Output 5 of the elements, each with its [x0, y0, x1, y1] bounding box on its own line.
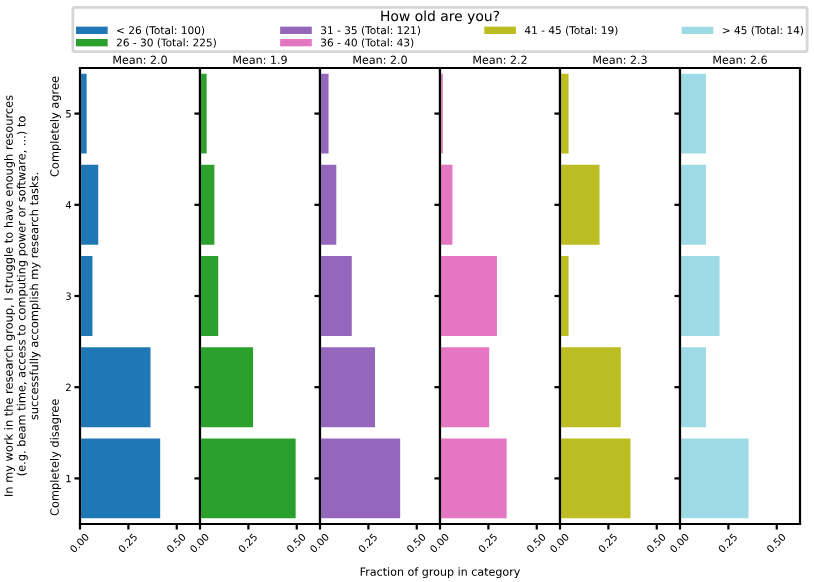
bar [80, 253, 95, 339]
bar [80, 71, 89, 156]
bar [80, 436, 163, 521]
bar [80, 162, 101, 247]
bar [80, 345, 153, 430]
